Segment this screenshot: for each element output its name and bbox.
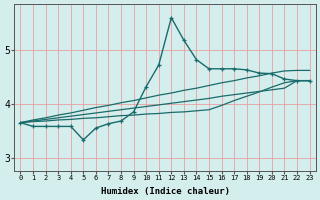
X-axis label: Humidex (Indice chaleur): Humidex (Indice chaleur) — [100, 187, 229, 196]
